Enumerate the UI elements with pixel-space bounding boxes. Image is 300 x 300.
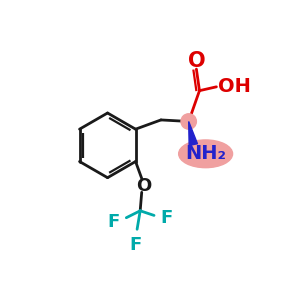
Text: O: O [188, 51, 205, 71]
Text: O: O [136, 177, 151, 195]
Polygon shape [189, 122, 197, 146]
Text: F: F [160, 209, 172, 227]
Circle shape [181, 114, 197, 129]
Text: OH: OH [218, 77, 251, 96]
Text: F: F [129, 236, 142, 254]
Text: F: F [108, 213, 120, 231]
Ellipse shape [179, 140, 232, 168]
Text: NH₂: NH₂ [185, 144, 226, 163]
